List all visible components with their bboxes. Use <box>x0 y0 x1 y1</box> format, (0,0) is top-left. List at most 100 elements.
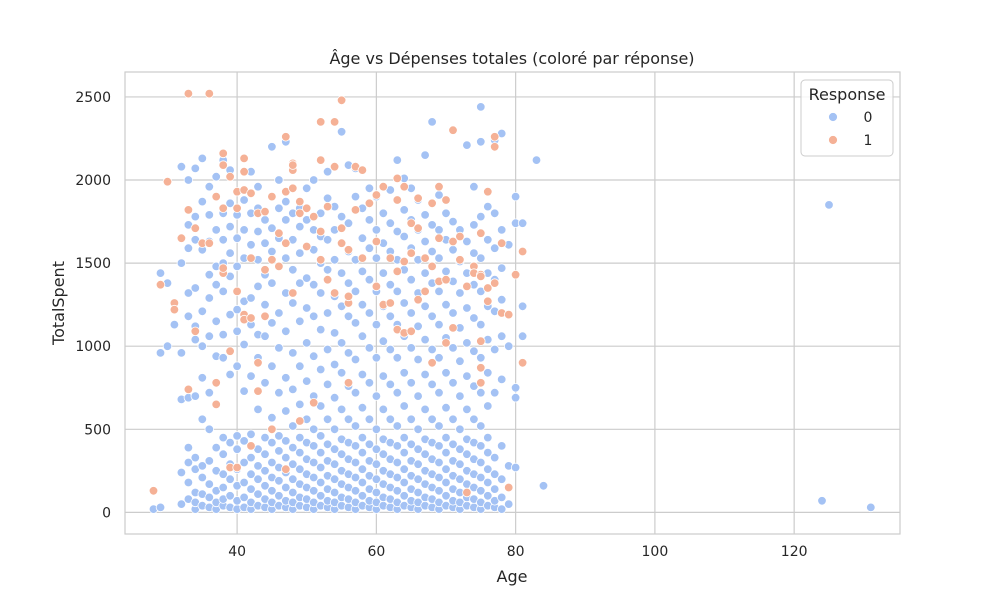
data-point-response-0 <box>462 404 472 415</box>
x-axis-label: Age <box>497 567 528 586</box>
data-point-response-0 <box>371 424 382 435</box>
data-point-response-0 <box>183 311 194 322</box>
data-point-response-1 <box>190 223 201 233</box>
data-point-response-0 <box>497 263 507 273</box>
data-point-response-1 <box>322 275 333 285</box>
data-point-response-0 <box>176 258 187 268</box>
data-point-response-0 <box>232 361 242 371</box>
data-point-response-0 <box>225 248 235 258</box>
data-point-response-0 <box>399 477 409 488</box>
data-point-response-0 <box>392 353 403 363</box>
data-point-response-0 <box>371 474 382 484</box>
data-point-response-1 <box>281 238 291 248</box>
data-point-response-0 <box>183 243 194 253</box>
data-point-response-0 <box>364 243 375 253</box>
legend: Response 0 1 <box>800 79 894 157</box>
data-point-response-0 <box>413 474 423 484</box>
data-point-response-0 <box>288 298 298 308</box>
data-point-response-0 <box>336 368 347 378</box>
data-point-response-0 <box>378 336 389 346</box>
data-point-response-0 <box>204 293 215 303</box>
data-point-response-0 <box>190 211 201 222</box>
data-point-response-0 <box>232 444 242 454</box>
data-point-response-0 <box>281 253 291 263</box>
data-point-response-1 <box>295 416 305 426</box>
data-point-response-0 <box>225 221 235 232</box>
data-point-response-0 <box>350 441 361 451</box>
data-point-response-0 <box>350 457 361 468</box>
data-point-response-0 <box>517 218 528 228</box>
data-point-response-0 <box>441 403 451 413</box>
data-point-response-0 <box>316 431 326 441</box>
data-point-response-0 <box>469 346 479 356</box>
data-point-response-0 <box>274 491 284 501</box>
data-points <box>148 88 876 514</box>
data-point-response-0 <box>316 491 326 501</box>
data-point-response-1 <box>183 88 194 99</box>
data-point-response-0 <box>364 308 375 318</box>
data-point-response-1 <box>483 186 493 197</box>
data-point-response-1 <box>211 399 221 410</box>
data-point-response-1 <box>302 203 312 214</box>
data-point-response-1 <box>329 161 340 172</box>
data-point-response-1 <box>462 487 472 498</box>
data-point-response-1 <box>455 255 465 265</box>
data-point-response-0 <box>309 441 319 451</box>
data-point-response-1 <box>420 253 430 263</box>
data-point-response-0 <box>204 424 215 435</box>
data-point-response-0 <box>260 466 270 476</box>
data-point-response-0 <box>281 482 291 493</box>
data-point-response-0 <box>427 220 437 230</box>
data-point-response-1 <box>441 338 451 348</box>
data-point-response-0 <box>343 348 354 358</box>
data-point-response-0 <box>392 388 403 398</box>
data-point-response-0 <box>288 348 298 358</box>
data-point-response-0 <box>469 248 479 258</box>
data-point-response-1 <box>420 286 430 297</box>
data-point-response-0 <box>267 246 277 257</box>
data-point-response-1 <box>204 238 215 248</box>
data-point-response-1 <box>169 304 180 315</box>
data-point-response-0 <box>295 399 305 410</box>
data-point-response-0 <box>350 388 361 398</box>
data-point-response-0 <box>239 457 249 468</box>
data-point-response-0 <box>441 266 451 277</box>
data-point-response-0 <box>183 288 194 298</box>
data-point-response-0 <box>364 183 375 194</box>
data-point-response-0 <box>469 181 479 192</box>
data-point-response-0 <box>817 496 827 506</box>
data-point-response-0 <box>281 215 291 225</box>
legend-title: Response <box>809 85 886 104</box>
data-point-response-0 <box>483 447 493 458</box>
data-point-response-0 <box>218 432 228 443</box>
data-point-response-0 <box>476 388 486 398</box>
data-point-response-1 <box>288 183 298 194</box>
data-point-response-0 <box>413 444 423 454</box>
data-point-response-1 <box>148 486 159 496</box>
y-tick-label: 0 <box>102 505 111 521</box>
data-point-response-1 <box>406 326 416 337</box>
data-point-response-0 <box>246 429 256 440</box>
data-point-response-0 <box>225 474 235 484</box>
y-tick-label: 2000 <box>75 173 111 189</box>
data-point-response-1 <box>176 233 187 243</box>
data-point-response-0 <box>413 424 423 435</box>
data-point-response-1 <box>448 323 458 333</box>
data-point-response-0 <box>218 353 228 363</box>
data-point-response-1 <box>295 196 305 207</box>
data-point-response-0 <box>406 414 416 425</box>
data-point-response-0 <box>357 266 368 277</box>
data-point-response-0 <box>490 388 500 398</box>
data-point-response-0 <box>469 220 479 230</box>
data-point-response-0 <box>350 318 361 328</box>
data-point-response-0 <box>490 344 500 355</box>
data-point-response-0 <box>510 191 521 202</box>
data-point-response-0 <box>399 205 409 215</box>
data-point-response-0 <box>322 265 333 275</box>
data-point-response-0 <box>448 216 458 227</box>
data-point-response-0 <box>364 378 375 388</box>
data-point-response-1 <box>316 117 326 127</box>
data-point-response-0 <box>281 326 291 337</box>
data-point-response-0 <box>309 472 319 483</box>
data-point-response-0 <box>246 371 256 381</box>
